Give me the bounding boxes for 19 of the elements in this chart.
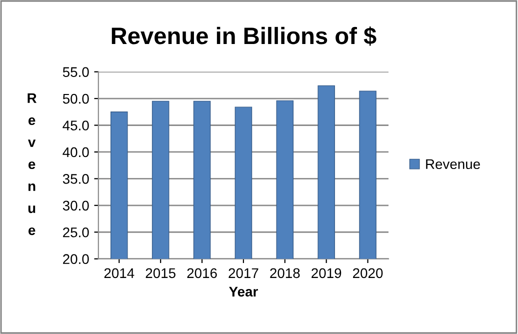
x-tick-label: 2018 [270,268,300,278]
chart-title: Revenue in Billions of $ [112,26,376,46]
x-tick-label: 2020 [353,268,383,278]
y-axis-title: Revenue [28,93,37,236]
y-tick-label: 55.0 [62,67,89,77]
y-tick-label: 25.0 [63,227,89,238]
legend-label: Revenue [426,159,480,170]
y-tick-label: 40.0 [62,147,89,158]
x-tick-label: 2015 [146,268,176,278]
x-tick-label: 2017 [228,268,258,278]
x-tick-label: 2016 [187,268,217,278]
y-tick-label: 50.0 [62,94,89,104]
x-axis-title: Year [229,286,258,297]
x-tick-label: 2019 [312,268,342,278]
y-tick-label: 35.0 [62,174,89,184]
x-tick-label: 2014 [104,268,134,278]
y-tick-label: 45.0 [62,120,89,130]
y-tick-label: 20.0 [63,254,89,264]
y-tick-label: 30.0 [62,200,89,211]
